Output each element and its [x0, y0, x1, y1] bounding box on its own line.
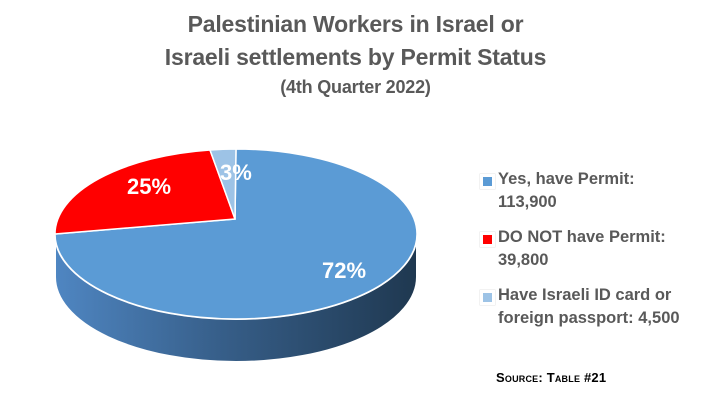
chart-title: Palestinian Workers in Israel or Israeli…: [0, 8, 711, 100]
legend-label: DO NOT have Permit:: [498, 228, 666, 246]
legend-item-have-permit[interactable]: Yes, have Permit: 113,900: [478, 168, 711, 214]
pct-label-no-permit: 25%: [127, 174, 171, 199]
legend-marker-blue-square-icon: [480, 174, 495, 189]
legend-value: 113,900: [498, 193, 557, 211]
legend-marker-red-square-icon: [480, 232, 495, 247]
legend-value: 39,800: [498, 251, 549, 269]
legend-label: Yes, have Permit:: [498, 170, 635, 188]
pct-label-id-or-passport: 3%: [220, 160, 252, 185]
pie-slice-no-permit[interactable]: [54, 149, 237, 235]
pct-label-have-permit: 72%: [322, 258, 366, 283]
legend-item-id-or-passport[interactable]: Have Israeli ID card or foreign passport…: [478, 284, 711, 330]
legend-item-no-permit[interactable]: DO NOT have Permit: 39,800: [478, 226, 711, 272]
source-note: Source: Table #21: [496, 370, 607, 385]
chart-title-line-2: Israeli settlements by Permit Status: [164, 44, 547, 70]
legend-value: foreign passport: 4,500: [498, 309, 680, 327]
legend-label: Have Israeli ID card or: [498, 286, 672, 304]
chart-title-line-1: Palestinian Workers in Israel or: [187, 11, 524, 37]
pie-slice-id-or-passport[interactable]: [208, 148, 237, 220]
pie-slice-have-permit[interactable]: [54, 148, 418, 320]
chart-legend: Yes, have Permit: 113,900 DO NOT have Pe…: [478, 168, 711, 342]
chart-subtitle: (4th Quarter 2022): [280, 77, 431, 97]
legend-marker-light-blue-square-icon: [480, 290, 495, 305]
